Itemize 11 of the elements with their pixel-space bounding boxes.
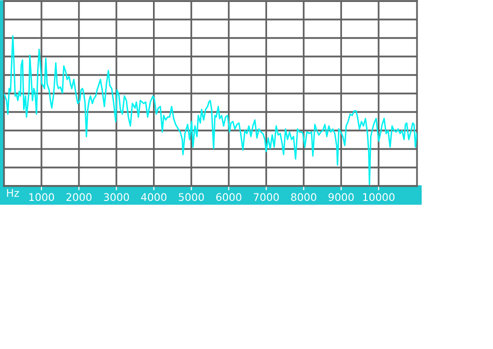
x-tick-label: 6000 [216, 193, 242, 202]
x-tick-label: 7000 [254, 193, 279, 202]
x-axis-title: Hz [7, 189, 19, 197]
x-tick-label: 3000 [104, 193, 129, 202]
x-tick-label: 2000 [66, 193, 92, 202]
x-tick-label: 8000 [291, 193, 316, 202]
x-tick-label: 10000 [363, 193, 394, 202]
x-tick-label: 9000 [328, 193, 354, 202]
x-tick-label: 5000 [178, 193, 204, 202]
x-tick-label: 1000 [29, 193, 54, 202]
x-tick-label: 4000 [141, 193, 166, 202]
